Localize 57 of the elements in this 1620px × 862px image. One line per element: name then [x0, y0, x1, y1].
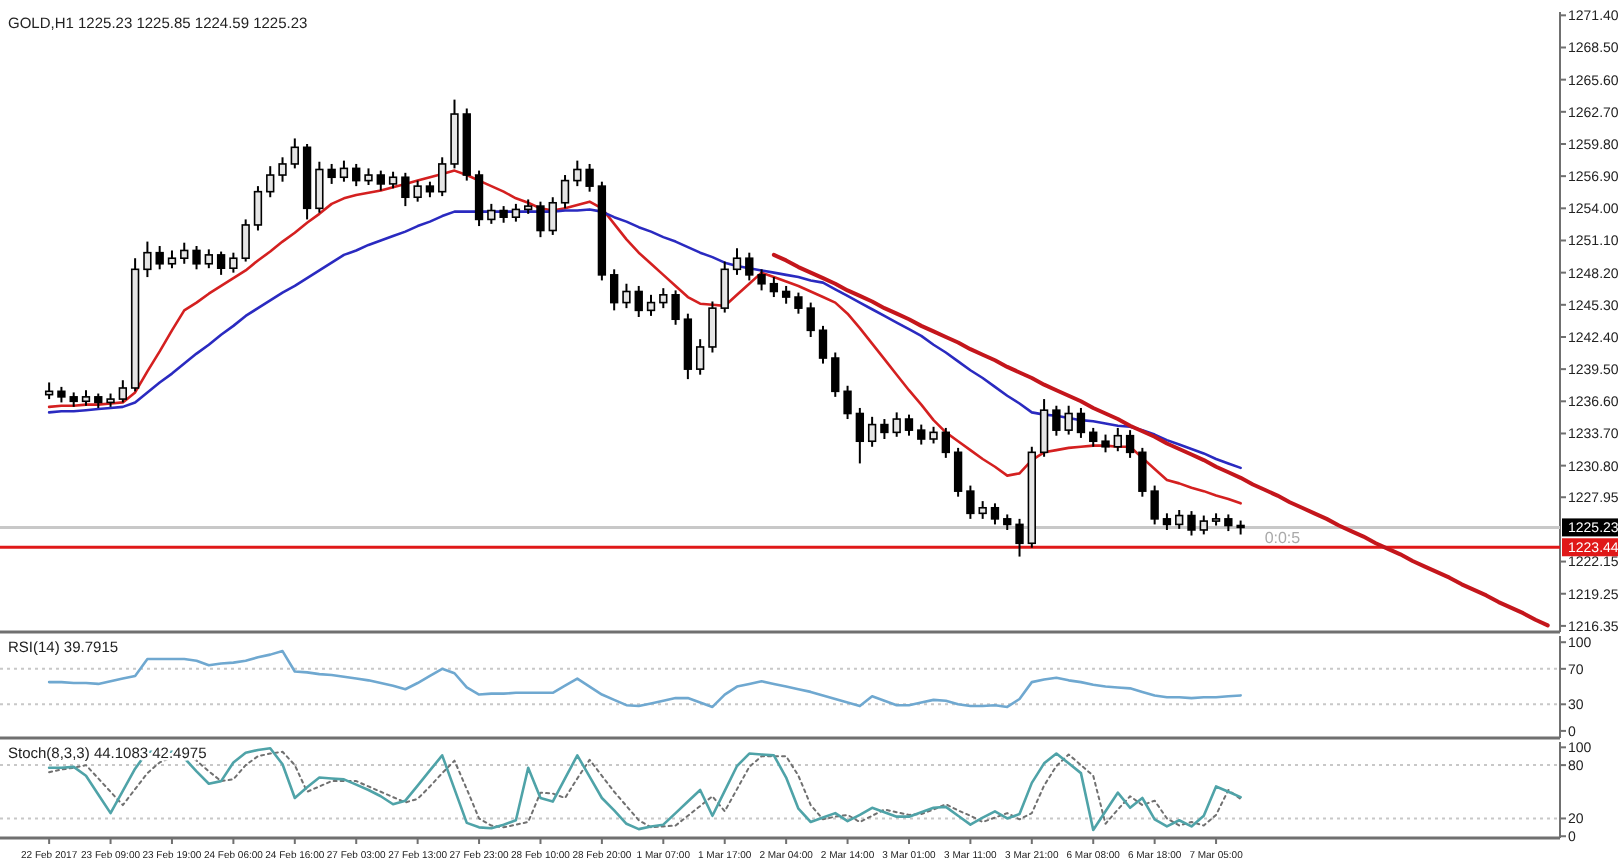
- candlestick: [253, 185, 263, 232]
- candlestick: [867, 415, 877, 448]
- candlestick: [818, 324, 828, 365]
- candlestick: [610, 268, 619, 312]
- candlestick: [794, 291, 803, 315]
- candlestick: [266, 165, 275, 199]
- candlestick: [941, 426, 950, 459]
- candlestick: [622, 282, 631, 310]
- candlestick: [745, 251, 754, 282]
- candlestick: [1076, 406, 1086, 439]
- candlestick: [339, 159, 349, 183]
- candlestick: [376, 169, 385, 192]
- annotation: 0:0:5: [1264, 529, 1302, 548]
- candlestick: [831, 351, 840, 398]
- candlestick: [290, 137, 299, 170]
- candlestick: [659, 287, 668, 310]
- candlestick: [917, 423, 926, 446]
- candlestick: [1125, 429, 1135, 459]
- candlestick: [1113, 426, 1122, 453]
- candlestick: [855, 406, 865, 465]
- candlestick: [806, 301, 815, 338]
- candlestick: [1199, 514, 1208, 536]
- candlestick: [1039, 398, 1049, 458]
- candlestick: [1089, 426, 1098, 448]
- candlestick: [708, 300, 717, 354]
- candlestick: [646, 293, 656, 317]
- candlestick: [720, 260, 729, 314]
- candlestick: [192, 245, 201, 271]
- candlestick: [118, 379, 128, 404]
- candlestick: [155, 245, 164, 271]
- candlestick: [904, 413, 914, 437]
- candlestick: [438, 156, 447, 198]
- candlestick: [634, 284, 643, 319]
- candlestick: [695, 338, 705, 376]
- candlestick: [474, 169, 484, 228]
- candlestick: [990, 502, 1000, 526]
- candlestick: [143, 240, 152, 279]
- candlestick: [880, 418, 889, 441]
- candlestick: [953, 446, 963, 498]
- candlestick: [180, 241, 189, 265]
- candlestick: [536, 200, 545, 239]
- candlestick: [1187, 510, 1196, 537]
- line-series: [771, 252, 1550, 628]
- candlestick: [732, 247, 742, 276]
- candlestick: [671, 289, 680, 326]
- candlestick: [548, 196, 557, 236]
- candlestick: [892, 411, 901, 438]
- candlestick: [352, 162, 361, 188]
- candlestick: [1175, 509, 1184, 530]
- candlestick: [769, 276, 779, 299]
- candlestick: [757, 268, 766, 292]
- candlestick: [278, 156, 287, 183]
- candlestick: [216, 250, 226, 276]
- candlestick: [1015, 517, 1024, 558]
- candlestick: [204, 248, 213, 270]
- candlestick: [843, 384, 852, 421]
- candlestick: [560, 174, 570, 210]
